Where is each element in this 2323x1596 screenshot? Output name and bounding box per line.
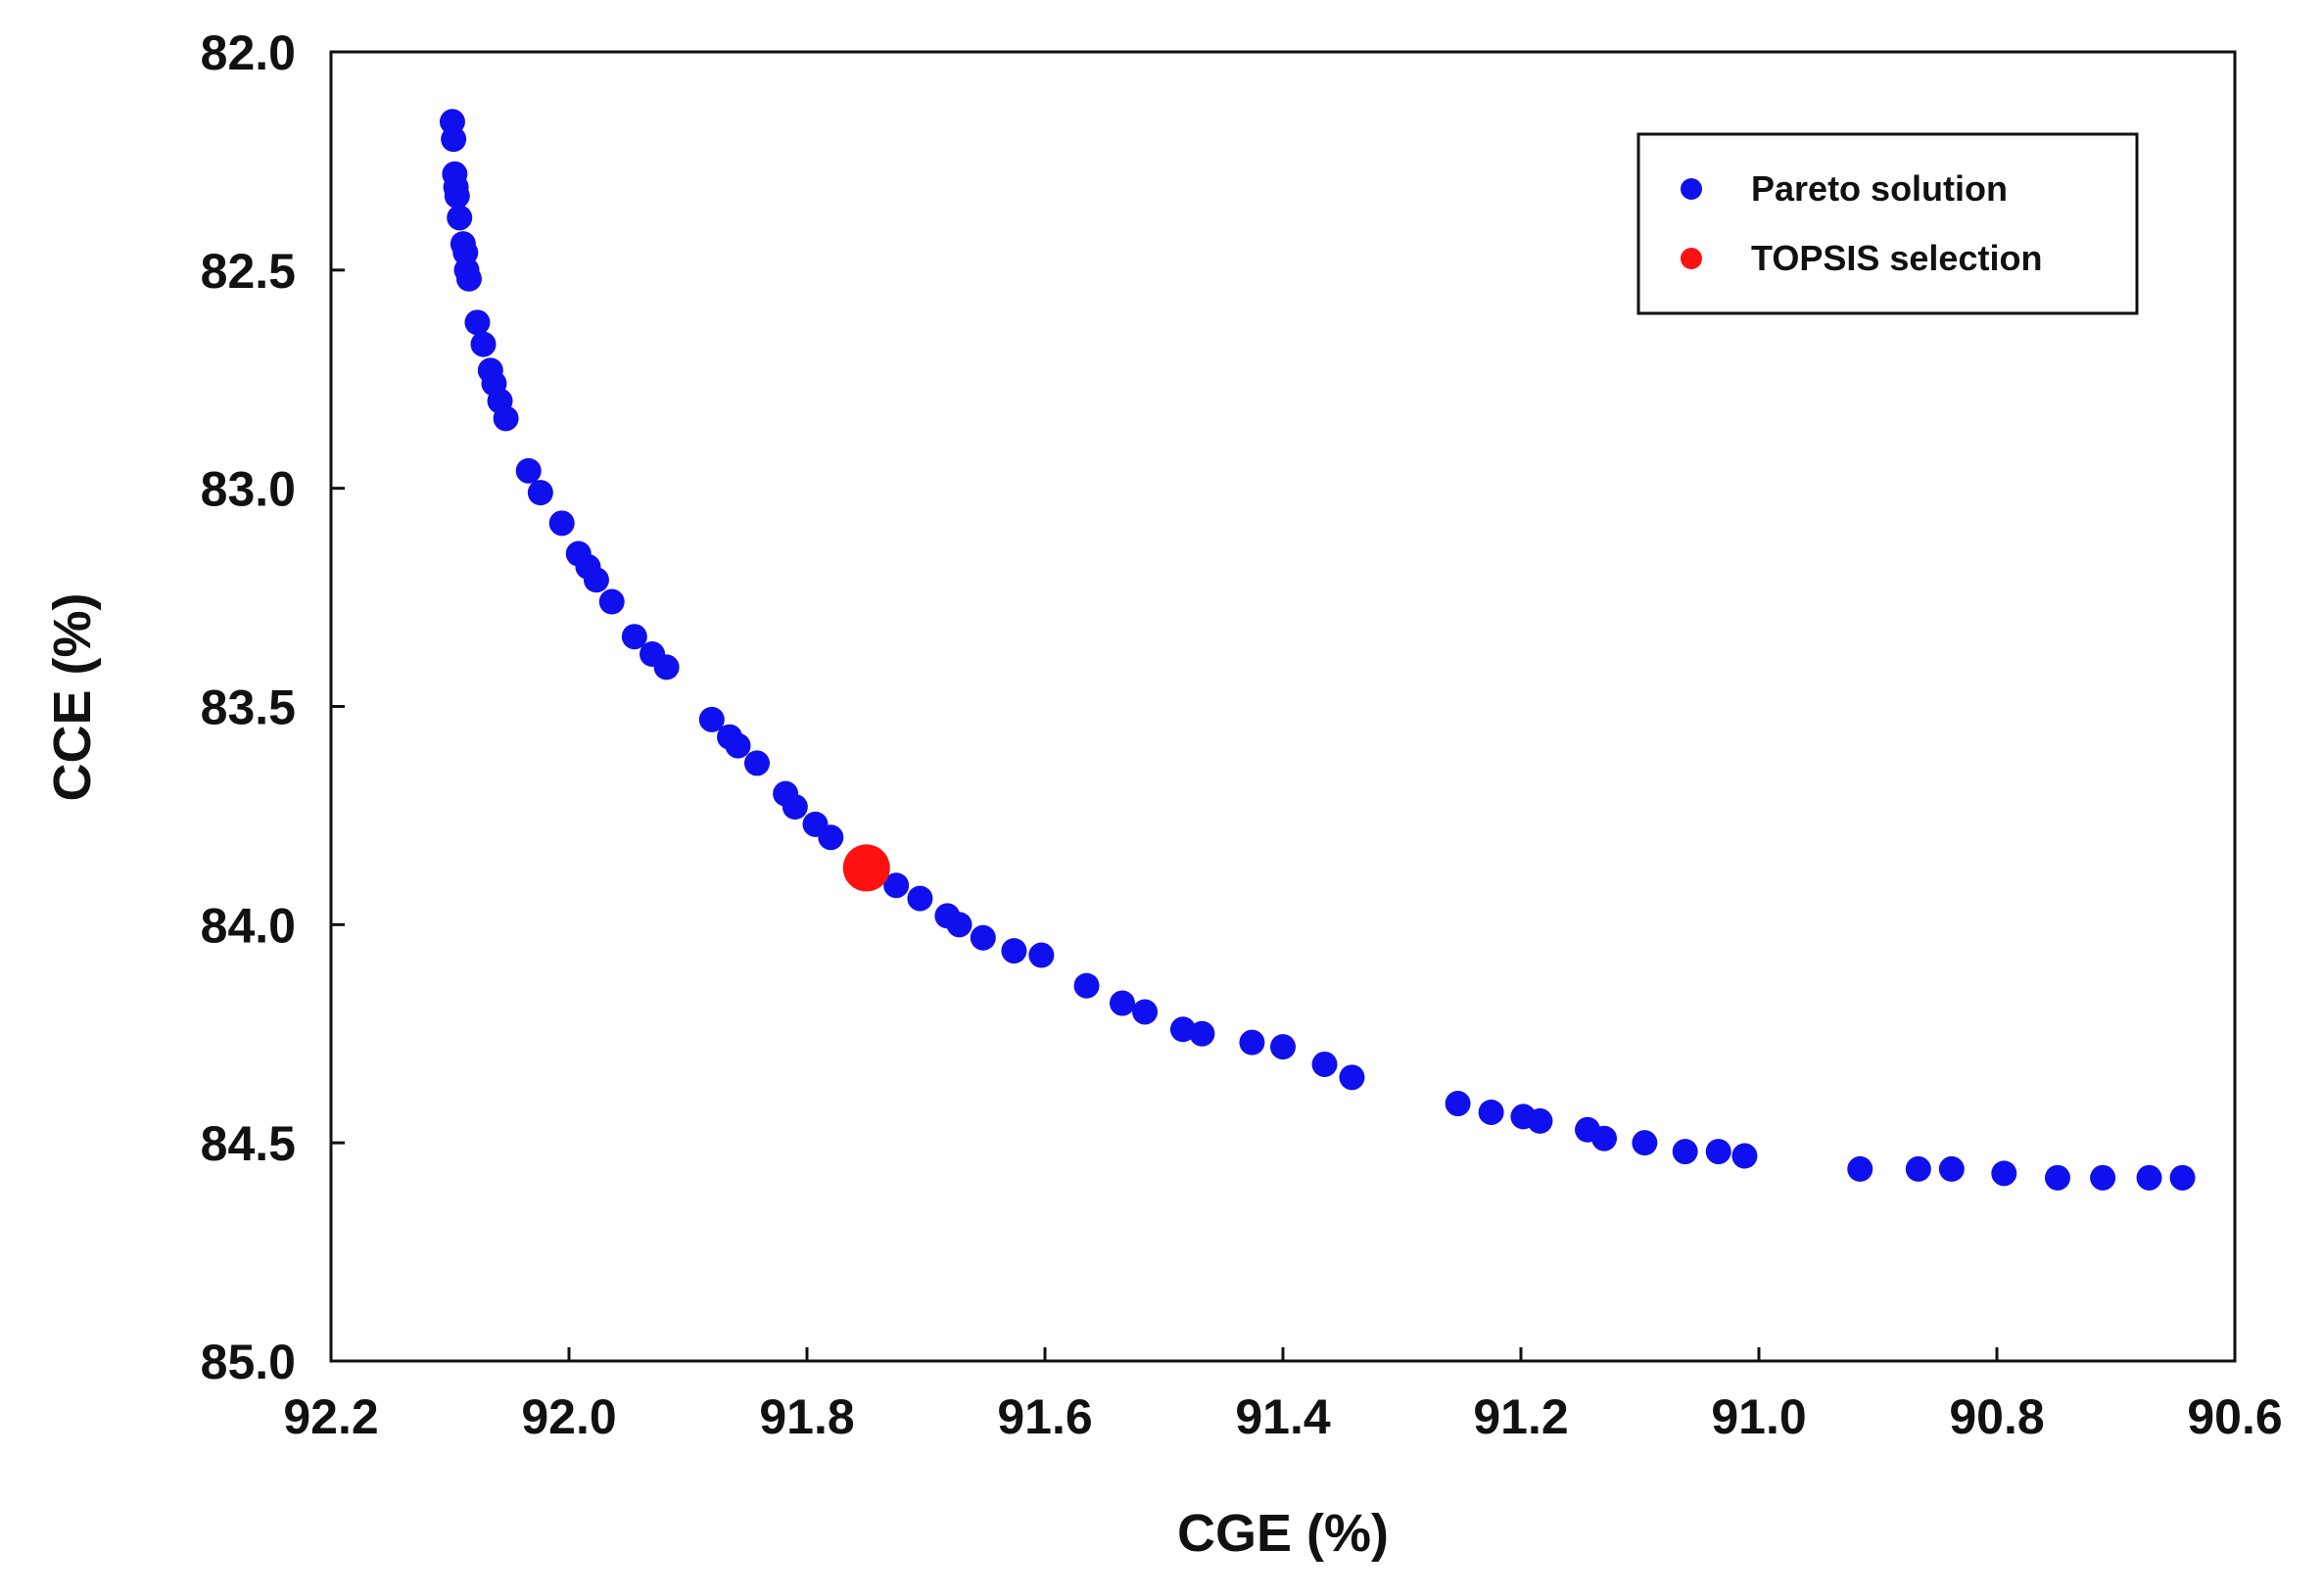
y-tick-label: 82.0 [201,25,296,80]
x-axis-label: CGE (%) [1177,1504,1389,1563]
pareto-point [1705,1139,1731,1165]
pareto-point [455,265,482,292]
y-axis-label: CCE (%) [43,593,102,802]
legend-topsis-label: TOPSIS selection [1751,238,2042,278]
pareto-point [1591,1125,1618,1151]
pareto-point [1847,1155,1873,1182]
pareto-point [1132,999,1159,1025]
pareto-point [1478,1099,1504,1125]
x-tick-label: 92.2 [283,1389,378,1444]
pareto-point [1239,1029,1265,1056]
pareto-point [2169,1164,2196,1191]
pareto-point [1169,1016,1196,1043]
pareto-point [583,567,609,593]
pareto-point [441,126,467,153]
pareto-point [1938,1155,1965,1182]
pareto-point [1073,972,1100,999]
legend-box [1636,132,2139,315]
y-tick-label: 83.0 [201,462,296,517]
pareto-point [464,309,491,336]
y-tick-label: 82.5 [201,244,296,299]
pareto-point [1991,1160,2017,1187]
x-tick-label: 91.8 [759,1389,854,1444]
pareto-point [1189,1020,1215,1047]
pareto-point [782,794,808,821]
x-tick-label: 91.0 [1711,1389,1806,1444]
x-tick-label: 91.6 [997,1389,1092,1444]
y-axis-ticks: 82.0 82.5 83.0 83.5 84.0 84.5 85.0 [201,25,345,1389]
pareto-point [970,924,996,951]
pareto-point [1001,938,1027,964]
pareto-point [1731,1143,1758,1169]
pareto-point [1632,1130,1658,1156]
pareto-point [725,732,751,759]
pareto-point [653,654,680,681]
pareto-point [1311,1051,1338,1077]
pareto-point [598,588,625,615]
pareto-point [1672,1139,1698,1165]
pareto-point [1905,1155,1931,1182]
data-points [439,109,2196,1191]
pareto-point [493,405,519,432]
x-tick-label: 90.8 [1949,1389,2044,1444]
pareto-point [1270,1034,1296,1060]
topsis-points [842,844,890,892]
y-tick-label: 83.5 [201,681,296,735]
legend: Pareto solution TOPSIS selection [1636,132,2139,315]
pareto-point [698,706,725,732]
pareto-point [1445,1091,1471,1117]
pareto-point [621,624,647,650]
pareto-point [743,750,770,776]
pareto-point [527,480,553,506]
pareto-point [515,457,542,484]
x-tick-label: 90.6 [2187,1389,2282,1444]
y-tick-label: 84.0 [201,898,296,953]
y-tick-label: 84.5 [201,1116,296,1171]
pareto-point [1028,942,1055,968]
pareto-point [1339,1064,1365,1091]
pareto-point [470,331,497,357]
y-tick-label: 85.0 [201,1335,296,1389]
pareto-point [2090,1164,2116,1191]
legend-pareto-label: Pareto solution [1751,168,2008,209]
pareto-point [883,872,910,899]
pareto-point [1527,1107,1553,1134]
topsis-point [842,844,890,892]
x-tick-label: 91.2 [1473,1389,1568,1444]
pareto-point [1109,990,1135,1016]
legend-pareto-marker [1681,178,1702,200]
x-tick-label: 92.0 [521,1389,616,1444]
pareto-point [2044,1164,2070,1191]
pareto-point [444,183,470,210]
pareto-point [447,205,473,231]
pareto-point [548,510,575,537]
pareto-point [818,824,844,851]
x-tick-label: 91.4 [1235,1389,1331,1444]
pareto-point [2136,1164,2162,1191]
x-axis-ticks: 92.2 92.0 91.8 91.6 91.4 91.2 91.0 90.8 90.6 [283,1347,2283,1444]
pareto-point [946,912,972,938]
pareto-point [907,885,933,912]
legend-topsis-marker [1681,248,1702,269]
